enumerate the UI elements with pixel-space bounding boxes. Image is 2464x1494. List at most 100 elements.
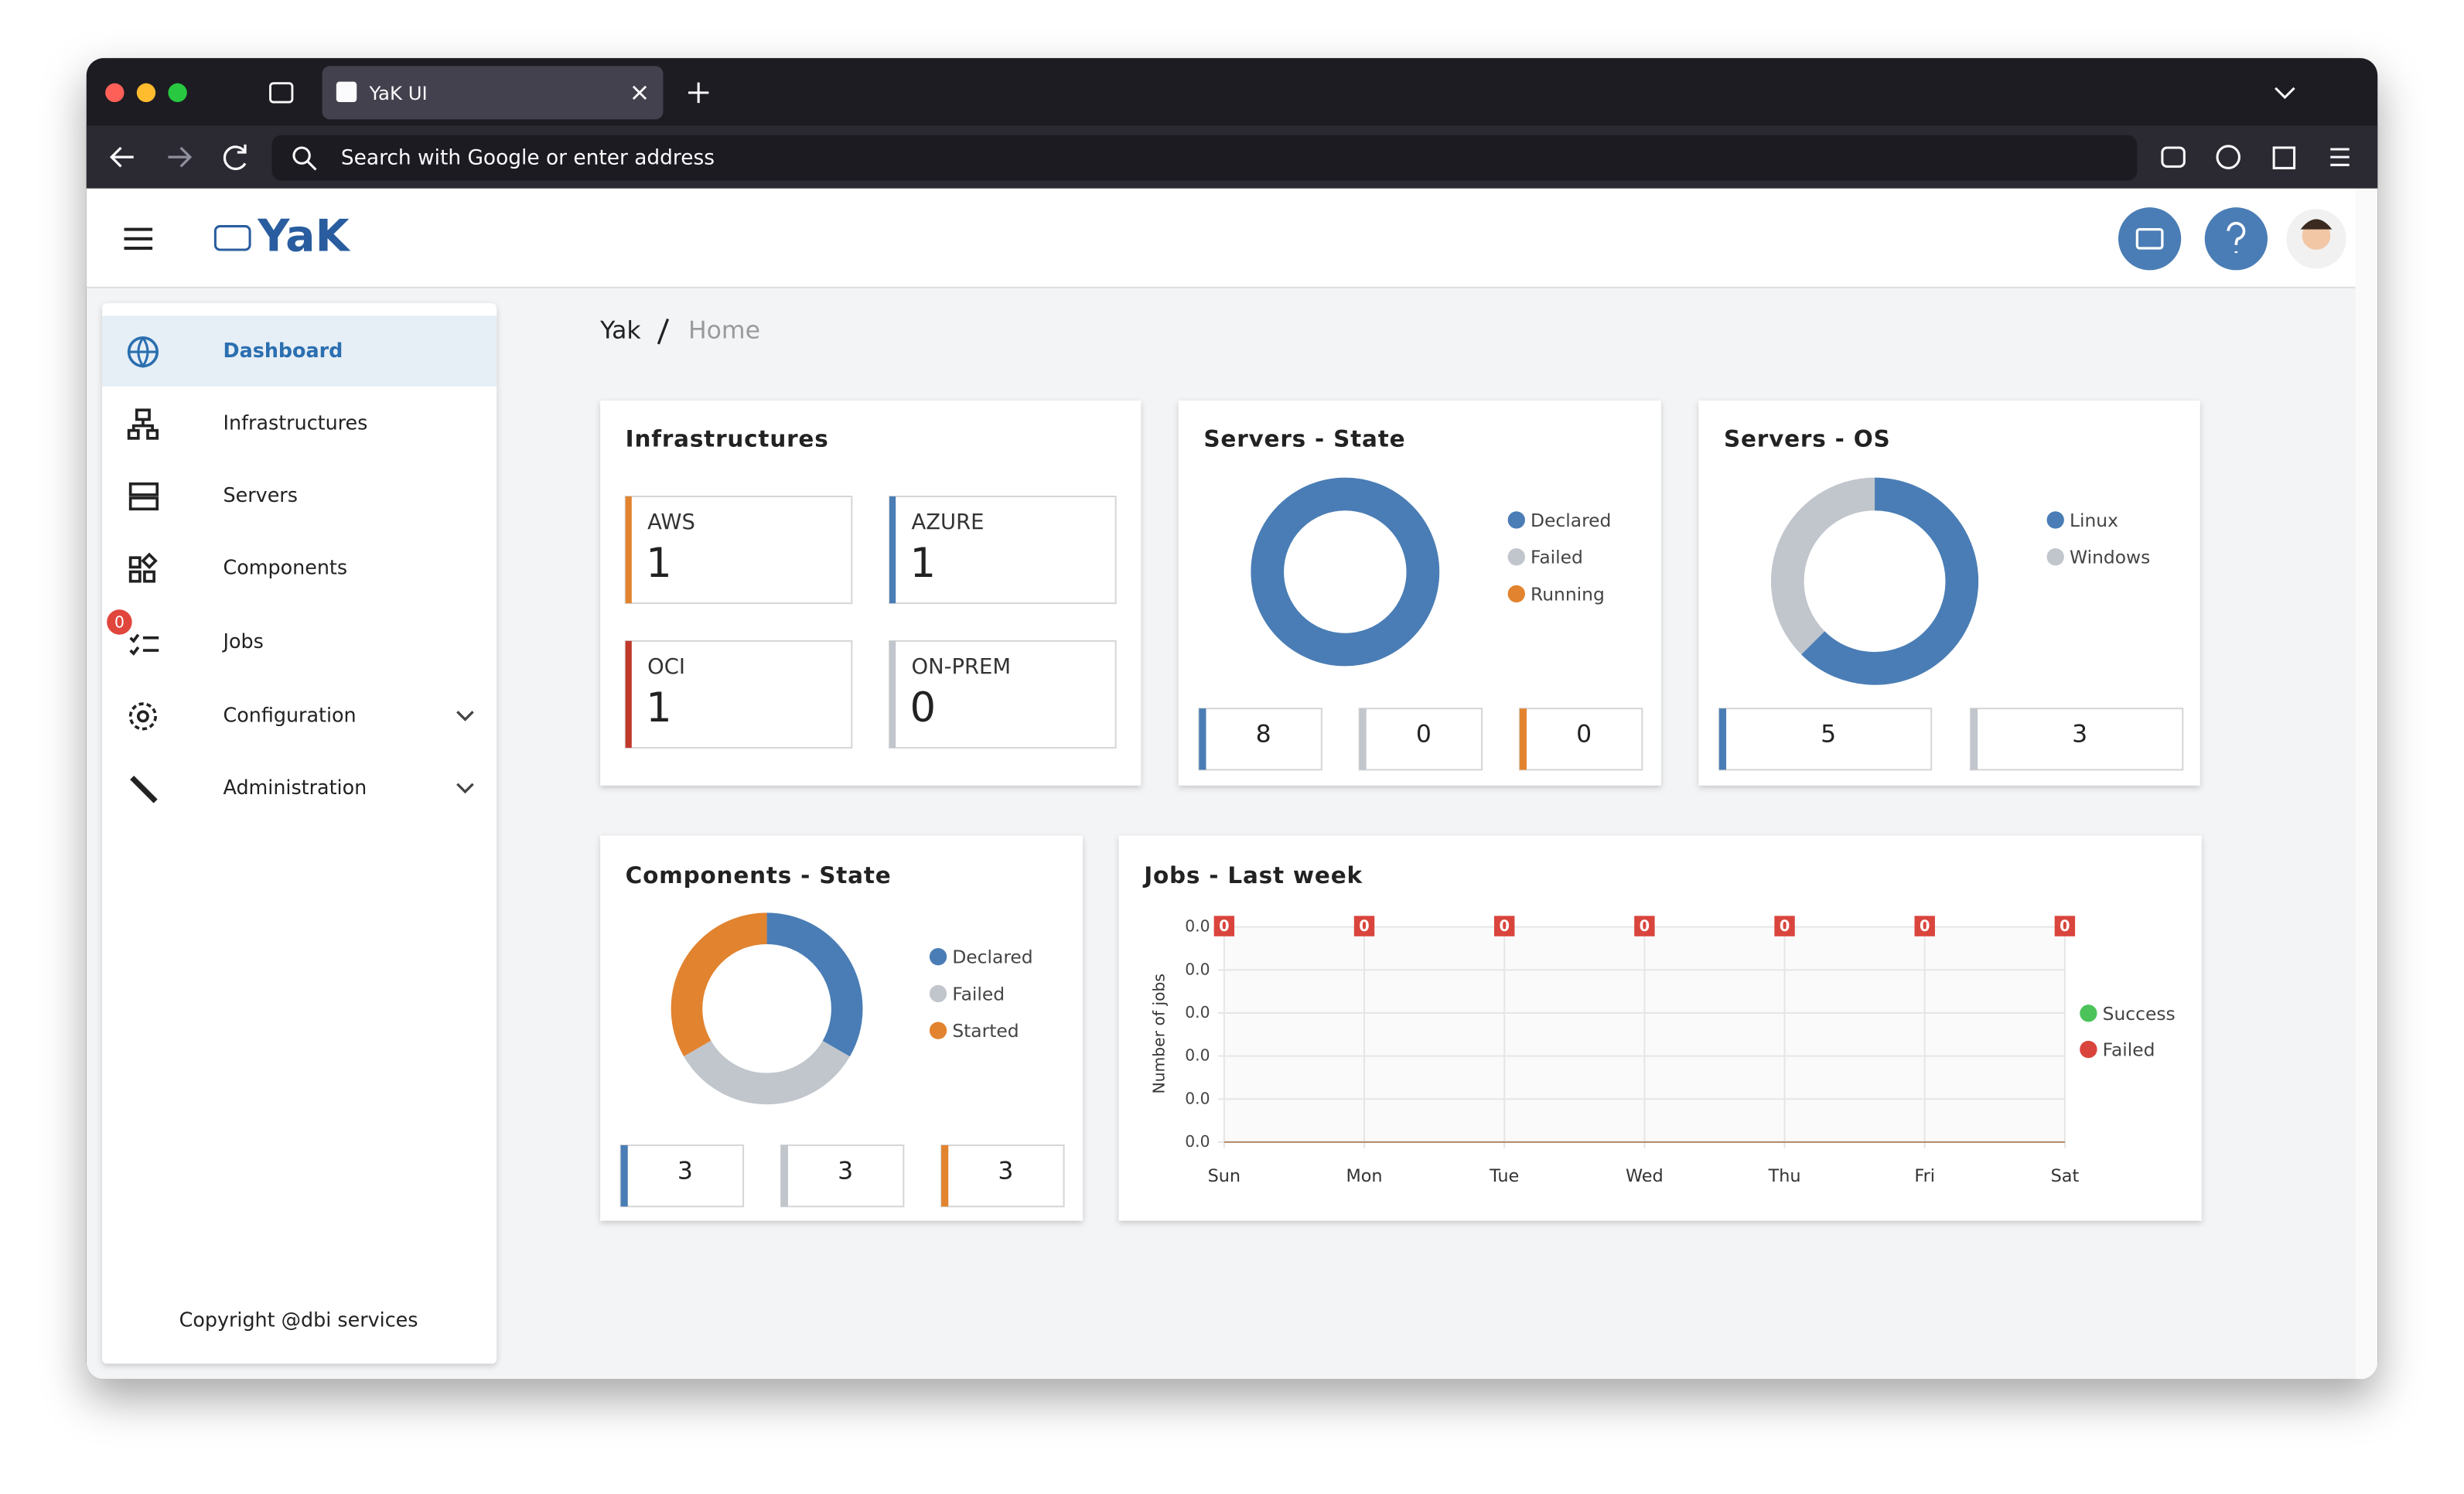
legend-label[interactable]: Failed bbox=[952, 983, 1005, 1005]
legend-dot[interactable] bbox=[2080, 1005, 2097, 1022]
legend-label[interactable]: Linux bbox=[2070, 510, 2118, 531]
nav-item[interactable]: Administration bbox=[224, 776, 367, 799]
legend-label[interactable]: Started bbox=[952, 1020, 1019, 1042]
layout-icon bbox=[2135, 227, 2164, 250]
tab-list[interactable] bbox=[2275, 87, 2295, 100]
tab-close[interactable] bbox=[632, 85, 647, 100]
data-label-box bbox=[1634, 916, 1655, 936]
expand-chevron[interactable] bbox=[456, 711, 474, 721]
donut-segment[interactable] bbox=[671, 912, 863, 1105]
expand-chevron[interactable] bbox=[456, 783, 474, 794]
data-label-box bbox=[1914, 916, 1935, 936]
tile[interactable] bbox=[624, 640, 853, 749]
copyright: Copyright @dbi services bbox=[179, 1308, 418, 1332]
tab-icon bbox=[336, 81, 357, 103]
close-button[interactable] bbox=[105, 83, 125, 103]
pocket-button[interactable] bbox=[2161, 146, 2186, 168]
nav-item[interactable]: Components bbox=[224, 555, 348, 578]
nav-item[interactable]: Configuration bbox=[224, 703, 357, 726]
legend-label[interactable]: Declared bbox=[1531, 510, 1611, 531]
nav-item[interactable]: Servers bbox=[224, 483, 298, 507]
legend-label[interactable]: Success bbox=[2103, 1003, 2176, 1025]
tab-overview[interactable] bbox=[269, 82, 294, 104]
y-tick-label: 0.0 bbox=[1185, 1089, 1210, 1107]
search-icon bbox=[292, 146, 311, 165]
y-tick-label: 0.0 bbox=[1185, 1046, 1210, 1065]
count-value: 5 bbox=[1821, 721, 1836, 749]
forward-button[interactable] bbox=[168, 146, 193, 168]
legend-label[interactable]: Failed bbox=[2103, 1039, 2155, 1061]
count-stripe bbox=[780, 1144, 788, 1207]
nav-item[interactable]: Infrastructures bbox=[224, 411, 368, 435]
tile[interactable] bbox=[624, 495, 853, 605]
legend-label[interactable]: Declared bbox=[952, 947, 1032, 968]
donut-segment[interactable] bbox=[671, 912, 863, 1105]
menu-button[interactable] bbox=[2330, 148, 2350, 166]
avatar-hair bbox=[2300, 219, 2333, 230]
extensions-button[interactable] bbox=[2272, 146, 2296, 169]
tile-stripe bbox=[625, 640, 632, 749]
count-box bbox=[1358, 708, 1483, 771]
breadcrumb-item[interactable]: Yak bbox=[599, 317, 641, 345]
legend-dot[interactable] bbox=[1507, 548, 1525, 566]
jobs-badge-count: 0 bbox=[114, 613, 125, 632]
count-stripe bbox=[620, 1144, 628, 1207]
data-label-box bbox=[1774, 916, 1795, 936]
count-stripe bbox=[1970, 708, 1978, 770]
y-axis-label: Number of jobs bbox=[1150, 974, 1169, 1094]
breadcrumb-item: Home bbox=[688, 317, 760, 345]
legend-dot[interactable] bbox=[2046, 548, 2064, 566]
logo[interactable]: YaK bbox=[257, 210, 350, 261]
address-bar[interactable] bbox=[271, 135, 2138, 181]
legend-dot[interactable] bbox=[929, 984, 947, 1003]
layout-button[interactable] bbox=[2118, 207, 2182, 271]
card-title: Infrastructures bbox=[626, 425, 829, 452]
count-value: 3 bbox=[2072, 721, 2087, 749]
search-icon-handle bbox=[307, 161, 317, 171]
tile-name: AZURE bbox=[911, 510, 984, 534]
tab-title: YaK UI bbox=[368, 82, 427, 104]
reload-button[interactable] bbox=[223, 144, 247, 170]
account-button[interactable] bbox=[2216, 145, 2240, 169]
zoom-button[interactable] bbox=[168, 83, 187, 103]
legend-dot[interactable] bbox=[2046, 511, 2064, 529]
tile-count: 1 bbox=[909, 540, 936, 587]
y-tick-label: 0.0 bbox=[1185, 1132, 1210, 1151]
nav-item[interactable]: Dashboard bbox=[224, 339, 343, 362]
tile[interactable] bbox=[889, 495, 1117, 605]
count-stripe bbox=[1359, 708, 1367, 770]
servers-icon bbox=[128, 482, 159, 511]
sidebar bbox=[102, 303, 497, 1364]
back-button[interactable] bbox=[109, 146, 134, 168]
legend-dot[interactable] bbox=[929, 948, 947, 966]
tile[interactable] bbox=[889, 640, 1117, 749]
nav-item[interactable]: Jobs bbox=[222, 629, 264, 653]
configuration-icon bbox=[128, 702, 157, 731]
count-box bbox=[1198, 708, 1322, 771]
count-value: 0 bbox=[1416, 721, 1432, 749]
charts: AWS 1 AZURE 1 OCI 1 ON-PREM 0 Declared 8 Failed 0 Ru… bbox=[619, 477, 2184, 1208]
tab[interactable] bbox=[322, 66, 664, 120]
legend-dot[interactable] bbox=[2080, 1040, 2097, 1059]
data-label: 0 bbox=[1920, 917, 1930, 935]
donut-segment[interactable] bbox=[1770, 477, 1979, 685]
minimize-button[interactable] bbox=[136, 83, 156, 103]
legend-dot[interactable] bbox=[1507, 511, 1525, 529]
legend-label[interactable]: Running bbox=[1531, 583, 1605, 605]
legend-label[interactable]: Failed bbox=[1531, 547, 1583, 568]
count-stripe bbox=[1718, 708, 1727, 770]
count-box bbox=[619, 1144, 745, 1208]
count-box bbox=[1518, 708, 1643, 771]
help-icon bbox=[2227, 221, 2246, 254]
new-tab[interactable] bbox=[688, 82, 709, 104]
hamburger[interactable] bbox=[124, 227, 153, 251]
legend-label[interactable]: Windows bbox=[2070, 547, 2150, 568]
donut-segment[interactable] bbox=[1251, 477, 1440, 667]
data-label-box bbox=[1213, 916, 1235, 936]
legend-dot[interactable] bbox=[1507, 585, 1525, 603]
dashboard-icon-lines bbox=[128, 336, 158, 369]
legend-dot[interactable] bbox=[929, 1022, 947, 1039]
tile-count: 0 bbox=[909, 684, 936, 732]
